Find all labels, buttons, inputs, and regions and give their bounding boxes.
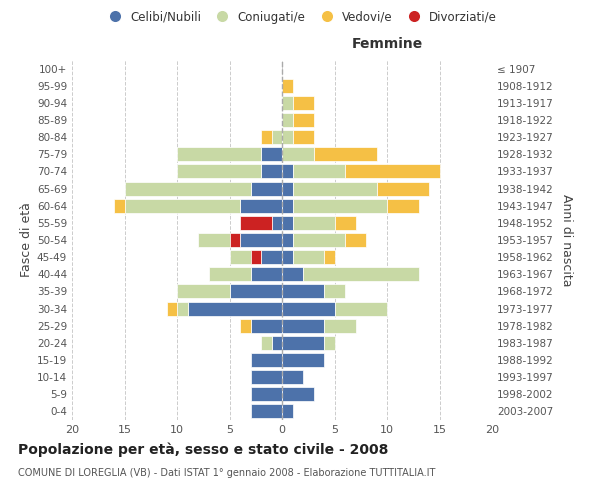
Bar [271,130,282,144]
Bar [251,404,282,418]
Bar [282,353,324,367]
Bar [282,164,293,178]
Bar [261,250,282,264]
Bar [229,233,240,247]
Bar [293,233,345,247]
Bar [282,250,293,264]
Bar [282,302,335,316]
Bar [314,148,377,162]
Bar [261,164,282,178]
Bar [282,78,293,92]
Bar [261,130,271,144]
Bar [240,233,282,247]
Legend: Celibi/Nubili, Coniugati/e, Vedovi/e, Divorziati/e: Celibi/Nubili, Coniugati/e, Vedovi/e, Di… [98,6,502,28]
Bar [282,284,324,298]
Bar [345,233,366,247]
Y-axis label: Fasce di età: Fasce di età [20,202,33,278]
Bar [229,284,282,298]
Bar [229,250,261,264]
Bar [293,182,377,196]
Bar [387,198,419,212]
Bar [198,233,240,247]
Bar [125,198,240,212]
Bar [282,216,293,230]
Bar [282,388,314,402]
Bar [177,302,187,316]
Bar [261,336,271,350]
Bar [167,302,177,316]
Y-axis label: Anni di nascita: Anni di nascita [560,194,573,286]
Bar [282,318,324,332]
Text: COMUNE DI LOREGLIA (VB) - Dati ISTAT 1° gennaio 2008 - Elaborazione TUTTITALIA.I: COMUNE DI LOREGLIA (VB) - Dati ISTAT 1° … [18,468,436,477]
Bar [324,318,355,332]
Bar [177,284,229,298]
Bar [282,113,293,127]
Bar [261,148,282,162]
Bar [345,164,439,178]
Bar [282,130,293,144]
Bar [282,96,293,110]
Bar [377,182,429,196]
Bar [251,353,282,367]
Text: Popolazione per età, sesso e stato civile - 2008: Popolazione per età, sesso e stato civil… [18,442,388,457]
Bar [293,113,314,127]
Bar [251,250,261,264]
Bar [282,233,293,247]
Bar [293,96,314,110]
Bar [282,336,324,350]
Bar [251,388,282,402]
Bar [303,268,419,281]
Bar [209,268,251,281]
Bar [324,336,335,350]
Bar [271,336,282,350]
Bar [114,198,125,212]
Bar [177,148,261,162]
Bar [251,182,282,196]
Bar [282,148,314,162]
Bar [293,216,335,230]
Bar [177,164,261,178]
Bar [335,216,355,230]
Bar [187,302,282,316]
Bar [261,216,271,230]
Bar [335,302,387,316]
Bar [271,216,282,230]
Bar [251,370,282,384]
Bar [240,318,251,332]
Bar [240,198,282,212]
Bar [324,284,345,298]
Bar [240,216,271,230]
Bar [293,130,314,144]
Bar [293,250,324,264]
Bar [125,182,251,196]
Bar [282,268,303,281]
Bar [293,164,345,178]
Text: Femmine: Femmine [352,37,422,51]
Bar [293,198,387,212]
Bar [282,198,293,212]
Bar [282,370,303,384]
Bar [251,318,282,332]
Bar [251,268,282,281]
Bar [282,182,293,196]
Bar [324,250,335,264]
Bar [282,404,293,418]
